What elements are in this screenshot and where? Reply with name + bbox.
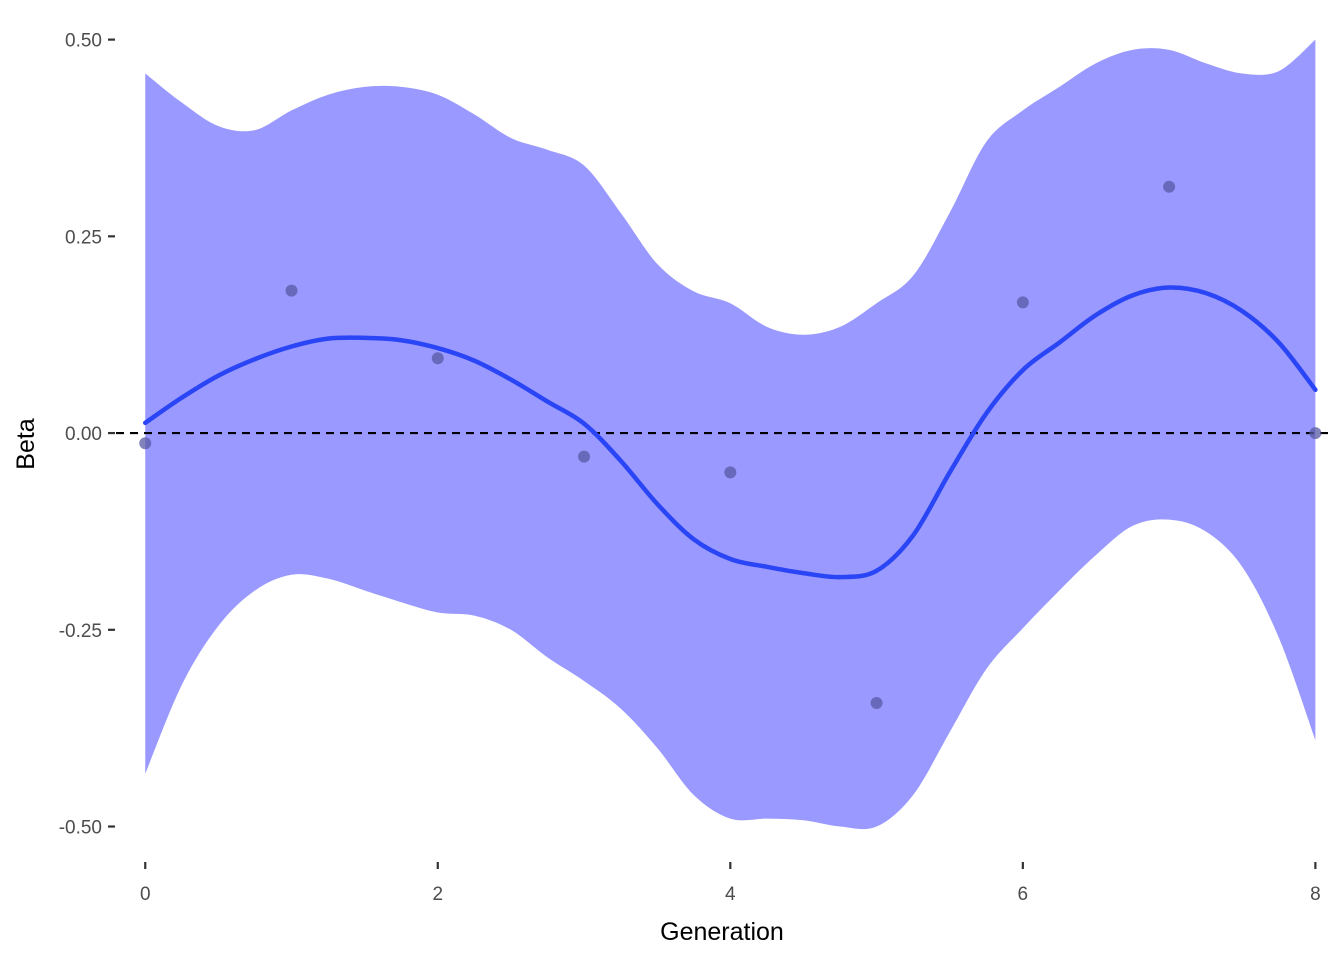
- y-tick-label: 0.00: [65, 424, 102, 445]
- y-tick-label: -0.25: [59, 621, 102, 642]
- data-point: [870, 696, 883, 709]
- smooth-line: [143, 285, 1318, 580]
- y-tick-label: -0.50: [59, 818, 102, 839]
- y-tick-label: 0.50: [65, 31, 102, 52]
- data-point: [139, 437, 152, 450]
- y-tick-label: 0.25: [65, 227, 102, 248]
- x-tick-label: 2: [432, 884, 443, 905]
- data-point: [1309, 427, 1322, 440]
- x-axis: 0 2 4 6 8: [140, 862, 1321, 905]
- data-point: [285, 284, 298, 297]
- x-tick-label: 8: [1310, 884, 1321, 905]
- x-tick-label: 4: [725, 884, 736, 905]
- data-point: [431, 352, 444, 365]
- confidence-band: [145, 39, 1316, 830]
- confidence-band-layer: [145, 39, 1316, 830]
- data-point: [578, 450, 591, 463]
- data-points-layer: [139, 180, 1322, 709]
- data-point: [1016, 296, 1029, 309]
- y-axis: -0.50 -0.25 0.00 0.25 0.50: [59, 31, 115, 839]
- smooth-line-layer: [143, 285, 1318, 580]
- data-point: [724, 466, 737, 479]
- x-tick-label: 6: [1018, 884, 1029, 905]
- x-tick-label: 0: [140, 884, 151, 905]
- data-point: [1163, 180, 1176, 193]
- y-axis-title: Beta: [12, 418, 40, 470]
- x-axis-title: Generation: [660, 918, 784, 946]
